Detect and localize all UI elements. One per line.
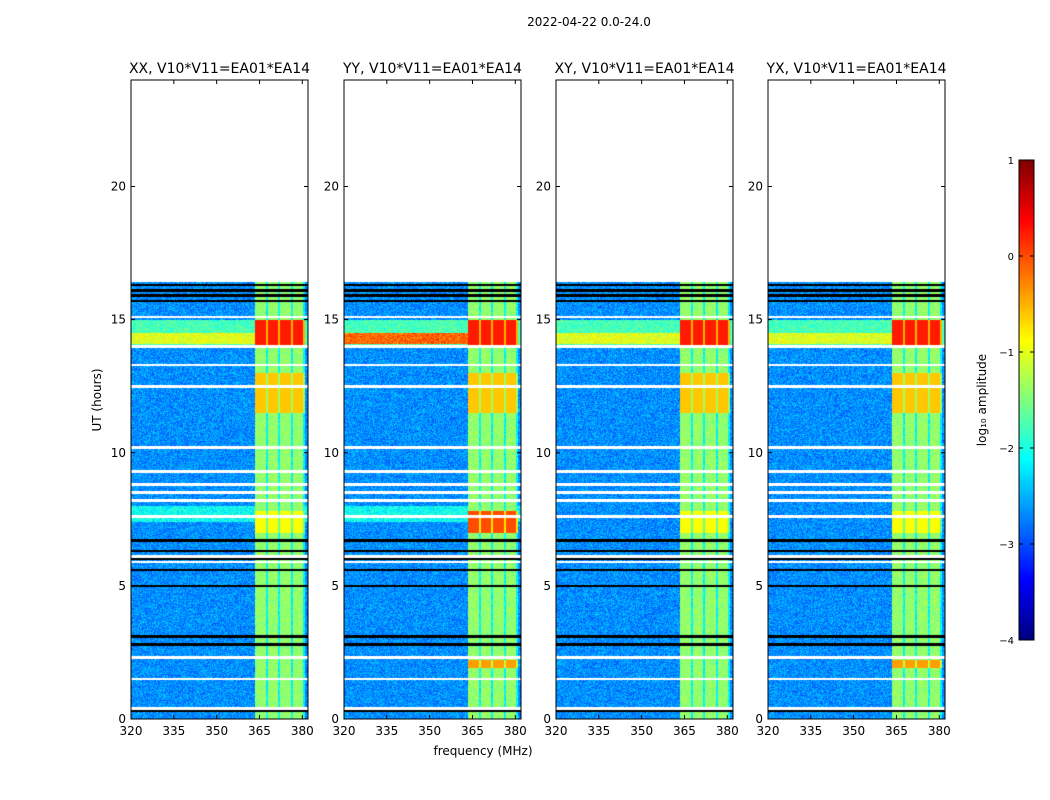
x-tick-label: 335: [587, 724, 610, 738]
panel-frame: [343, 79, 522, 720]
x-tick-label: 350: [418, 724, 441, 738]
x-axis-label: frequency (MHz): [433, 744, 532, 758]
panel-4: YX, V10*V11=EA01*EA14 320 335 350 365 380 0 5 10…: [748, 61, 951, 738]
y-tick-label: 20: [536, 180, 551, 194]
y-tick-label: 15: [536, 313, 551, 327]
x-tick-label: 320: [545, 724, 568, 738]
y-tick-label: 15: [111, 313, 126, 327]
panel-frame: [130, 79, 309, 720]
colorbar-tick-label: −1: [999, 348, 1014, 359]
y-tick-label: 0: [543, 712, 551, 726]
x-tick-label: 365: [248, 724, 271, 738]
x-tick-label: 350: [842, 724, 865, 738]
panel-3: XY, V10*V11=EA01*EA14 320 335 350 365 380 0 5 10…: [536, 61, 739, 738]
panel-2: YY, V10*V11=EA01*EA14 320 335 350 365 380 0 5 10…: [324, 61, 527, 738]
x-tick-label: 350: [630, 724, 653, 738]
y-tick-label: 0: [755, 712, 763, 726]
y-tick-label: 20: [324, 180, 339, 194]
panel-title: XY, V10*V11=EA01*EA14: [554, 61, 734, 77]
y-tick-label: 0: [118, 712, 126, 726]
figure-suptitle: 2022-04-22 0.0-24.0: [527, 15, 651, 29]
x-tick-label: 335: [375, 724, 398, 738]
x-tick-label: 380: [928, 724, 951, 738]
x-tick-label: 335: [162, 724, 185, 738]
y-tick-label: 10: [748, 446, 763, 460]
colorbar-tick-label: −3: [999, 540, 1014, 551]
panel-title: YY, V10*V11=EA01*EA14: [342, 61, 522, 77]
spectrogram-image: [344, 80, 521, 719]
panel-1: XX, V10*V11=EA01*EA14 320 335 350 365 380 0 5 10…: [111, 61, 314, 738]
panel-frame: [767, 79, 946, 720]
y-tick-label: 5: [118, 579, 126, 593]
colorbar-tick-label: 1: [1008, 156, 1014, 167]
x-tick-label: 365: [885, 724, 908, 738]
y-tick-label: 5: [543, 579, 551, 593]
panel-frame: [555, 79, 734, 720]
colorbar-tick-label: −2: [999, 444, 1014, 455]
y-tick-label: 10: [536, 446, 551, 460]
y-tick-label: 5: [331, 579, 339, 593]
x-tick-label: 365: [673, 724, 696, 738]
y-tick-label: 10: [111, 446, 126, 460]
y-tick-label: 0: [331, 712, 339, 726]
y-tick-label: 15: [748, 313, 763, 327]
colorbar-gradient: [1019, 160, 1034, 640]
y-tick-label: 10: [324, 446, 339, 460]
x-tick-label: 350: [205, 724, 228, 738]
y-axis-label: UT (hours): [90, 368, 104, 431]
y-tick-label: 20: [111, 180, 126, 194]
x-tick-label: 365: [461, 724, 484, 738]
x-tick-label: 380: [716, 724, 739, 738]
colorbar-frame: [1018, 159, 1035, 641]
panel-title: YX, V10*V11=EA01*EA14: [765, 61, 946, 77]
colorbar-tick-label: −4: [999, 636, 1014, 647]
x-tick-label: 335: [799, 724, 822, 738]
x-tick-label: 320: [757, 724, 780, 738]
y-tick-label: 5: [755, 579, 763, 593]
panels-group: XX, V10*V11=EA01*EA14 320 335 350 365 380 0 5 10…: [111, 61, 951, 738]
spectrogram-image: [768, 80, 945, 719]
x-tick-label: 320: [333, 724, 356, 738]
y-tick-label: 15: [324, 313, 339, 327]
panel-title: XX, V10*V11=EA01*EA14: [129, 61, 310, 77]
x-tick-label: 380: [291, 724, 314, 738]
spectrogram-image: [131, 80, 308, 719]
colorbar: 1 0 −1 −2 −3 −4: [999, 156, 1035, 647]
colorbar-tick-label: 0: [1008, 252, 1014, 263]
x-tick-label: 380: [504, 724, 527, 738]
y-tick-label: 20: [748, 180, 763, 194]
x-tick-label: 320: [120, 724, 143, 738]
spectrogram-image: [556, 80, 733, 719]
colorbar-label: log₁₀ amplitude: [975, 354, 989, 446]
